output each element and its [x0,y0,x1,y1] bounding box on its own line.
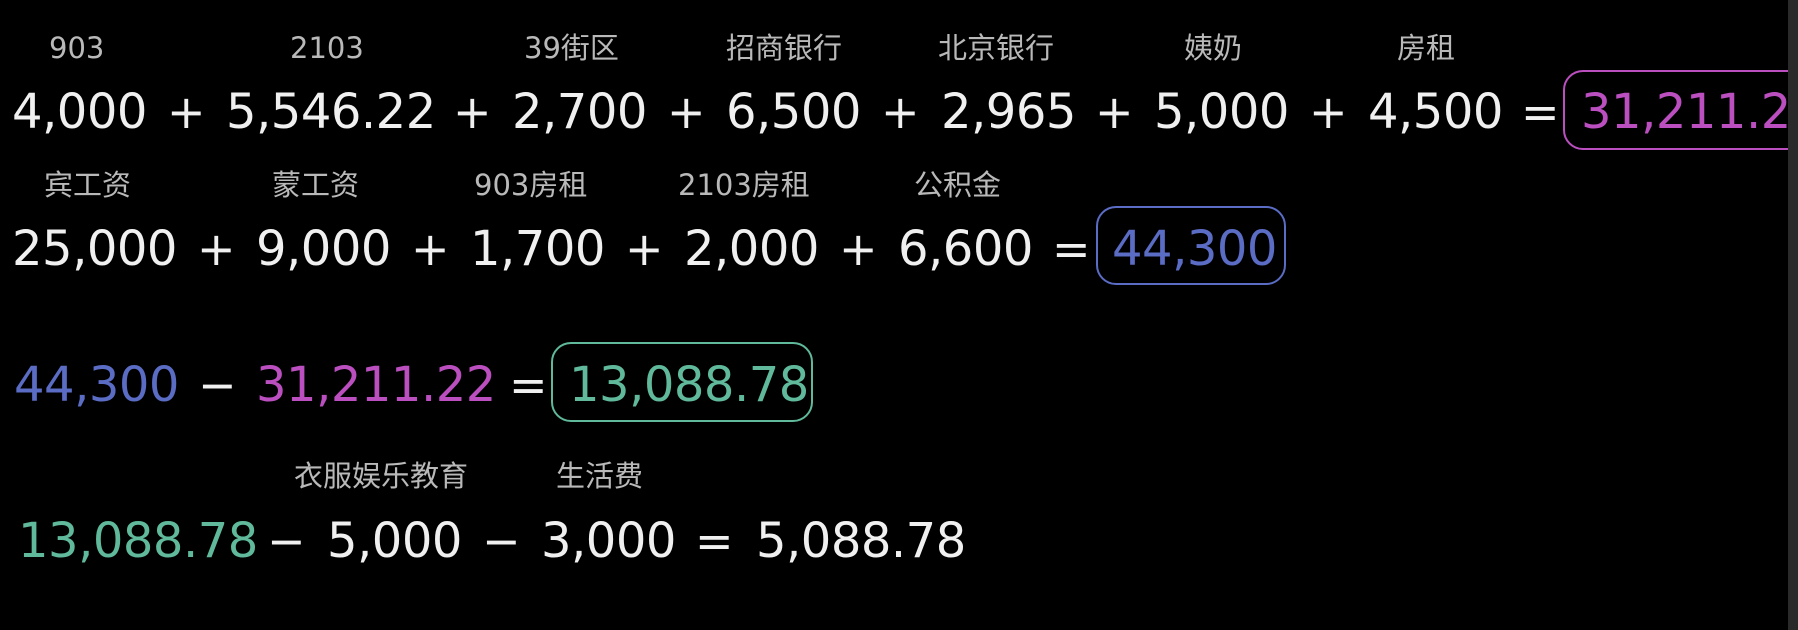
equals-operator: = [1521,85,1560,139]
plus-operator: + [411,222,450,276]
balance-result-box [551,342,813,422]
expense-label-903: 903 [49,31,105,65]
expense-value: 2,965 [941,84,1076,140]
expense-value: 4,500 [1368,84,1503,140]
plus-operator: + [667,85,706,139]
remaining-start: 13,088.78 [18,513,258,569]
expense-label-rent: 房租 [1397,31,1456,65]
expense-label-2103: 2103 [290,31,364,65]
window-edge [1788,0,1798,630]
plus-operator: + [167,85,206,139]
expense-value: 2,700 [512,84,647,140]
expense-total: 31,211.22 [1581,84,1798,140]
plus-operator: + [1095,85,1134,139]
remaining-result: 5,088.78 [756,513,966,569]
expense-value: 5,000 [1154,84,1289,140]
income-total-box [1096,206,1286,285]
income-value: 1,700 [470,221,605,277]
plus-operator: + [197,222,236,276]
minus-operator: − [482,514,521,568]
plus-operator: + [839,222,878,276]
remaining-label-living-expenses: 生活费 [556,459,644,493]
remaining-label-clothing-entertainment-education: 衣服娱乐教育 [294,459,469,493]
equals-operator: = [509,358,548,412]
income-label-bin-salary: 宾工资 [44,168,132,202]
minus-operator: − [267,514,306,568]
balance-income: 44,300 [14,357,179,413]
plus-operator: + [881,85,920,139]
income-label-903-rent: 903房租 [474,168,588,202]
expense-value: 6,500 [726,84,861,140]
expense-value: 5,546.22 [226,84,436,140]
expense-total-box [1563,70,1798,150]
balance-expenses: 31,211.22 [256,357,496,413]
plus-operator: + [625,222,664,276]
plus-operator: + [453,85,492,139]
income-value: 6,600 [898,221,1033,277]
expense-value: 4,000 [12,84,147,140]
expense-label-bob: 北京银行 [938,31,1055,65]
expense-label-aunt: 姨奶 [1184,31,1243,65]
balance-result: 13,088.78 [569,357,809,413]
expense-label-39-block: 39街区 [524,31,619,65]
remaining-value: 3,000 [541,513,676,569]
income-value: 2,000 [684,221,819,277]
equals-operator: = [695,514,734,568]
income-label-meng-salary: 蒙工资 [272,168,360,202]
plus-operator: + [1309,85,1348,139]
income-label-housing-fund: 公积金 [914,168,1002,202]
income-value: 25,000 [12,221,177,277]
remaining-value: 5,000 [327,513,462,569]
equals-operator: = [1052,222,1091,276]
income-value: 9,000 [256,221,391,277]
expense-label-cmb: 招商银行 [726,31,843,65]
minus-operator: − [198,358,237,412]
income-total: 44,300 [1112,221,1277,277]
income-label-2103-rent: 2103房租 [678,168,810,202]
